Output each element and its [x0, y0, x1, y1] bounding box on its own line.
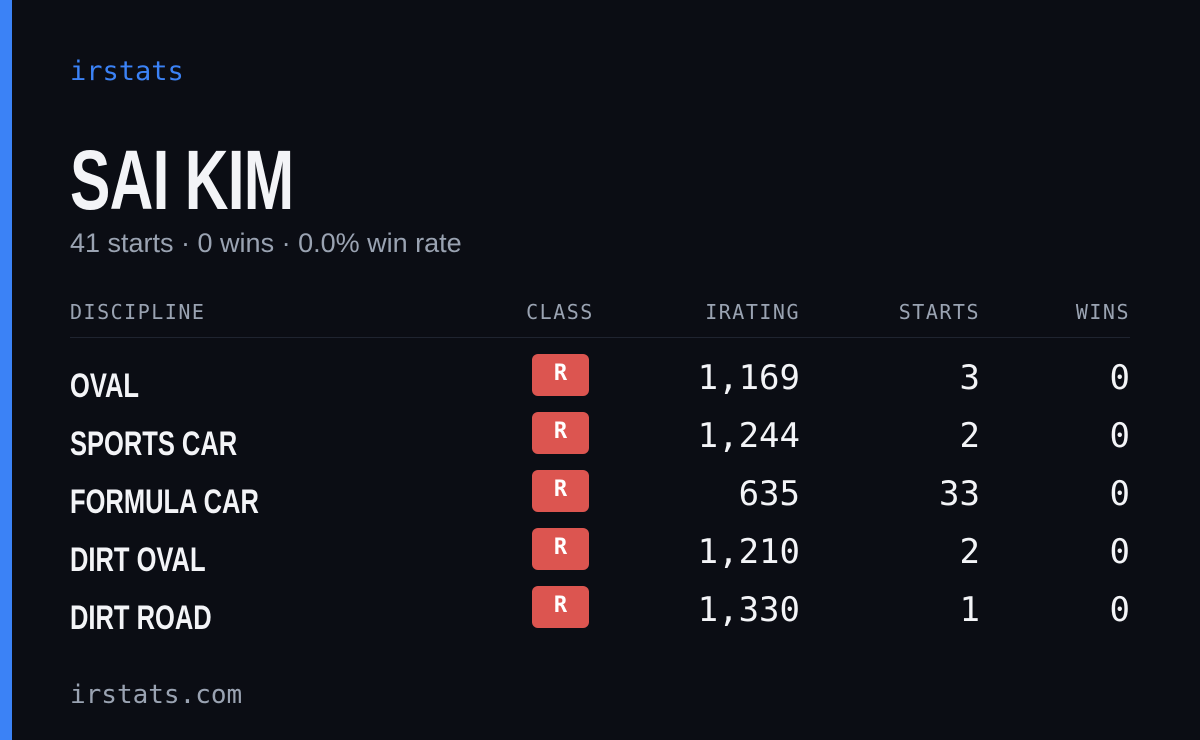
column-header: IRATING: [705, 300, 800, 324]
discipline: OVAL: [70, 367, 139, 405]
driver-name: SAI KIM: [70, 133, 294, 227]
stat: 0: [1109, 358, 1130, 398]
stat: 2: [959, 532, 980, 572]
summary: 41 starts · 0 wins · 0.0% win rate: [70, 228, 462, 258]
stat: 1,244: [697, 416, 800, 456]
stat: 0: [1109, 416, 1130, 456]
accent-bar: [0, 0, 12, 740]
stat: 0: [1109, 532, 1130, 572]
discipline: DIRT OVAL: [70, 541, 206, 579]
stat: 3: [959, 358, 980, 398]
stat: 1: [959, 590, 980, 630]
divider: [70, 337, 1130, 338]
stat: 0: [1109, 474, 1130, 514]
column-header: WINS: [1075, 300, 1130, 324]
class-badge: R: [532, 586, 589, 628]
class-badge: R: [532, 528, 589, 570]
stat: 33: [939, 474, 980, 514]
stat: 1,210: [697, 532, 800, 572]
column-header: CLASS: [526, 300, 594, 324]
class-badge: R: [532, 354, 589, 396]
stat: 0: [1109, 590, 1130, 630]
class-badge: R: [532, 470, 589, 512]
footer-site: irstats.com: [70, 680, 243, 710]
discipline: FORMULA CAR: [70, 483, 259, 521]
column-header: STARTS: [898, 300, 980, 324]
column-header: DISCIPLINE: [70, 300, 206, 324]
brand: irstats: [70, 56, 184, 87]
stat: 1,330: [697, 590, 800, 630]
discipline: DIRT ROAD: [70, 599, 212, 637]
stat: 635: [738, 474, 800, 514]
stat: 2: [959, 416, 980, 456]
discipline: SPORTS CAR: [70, 425, 238, 463]
class-badge: R: [532, 412, 589, 454]
stat: 1,169: [697, 358, 800, 398]
